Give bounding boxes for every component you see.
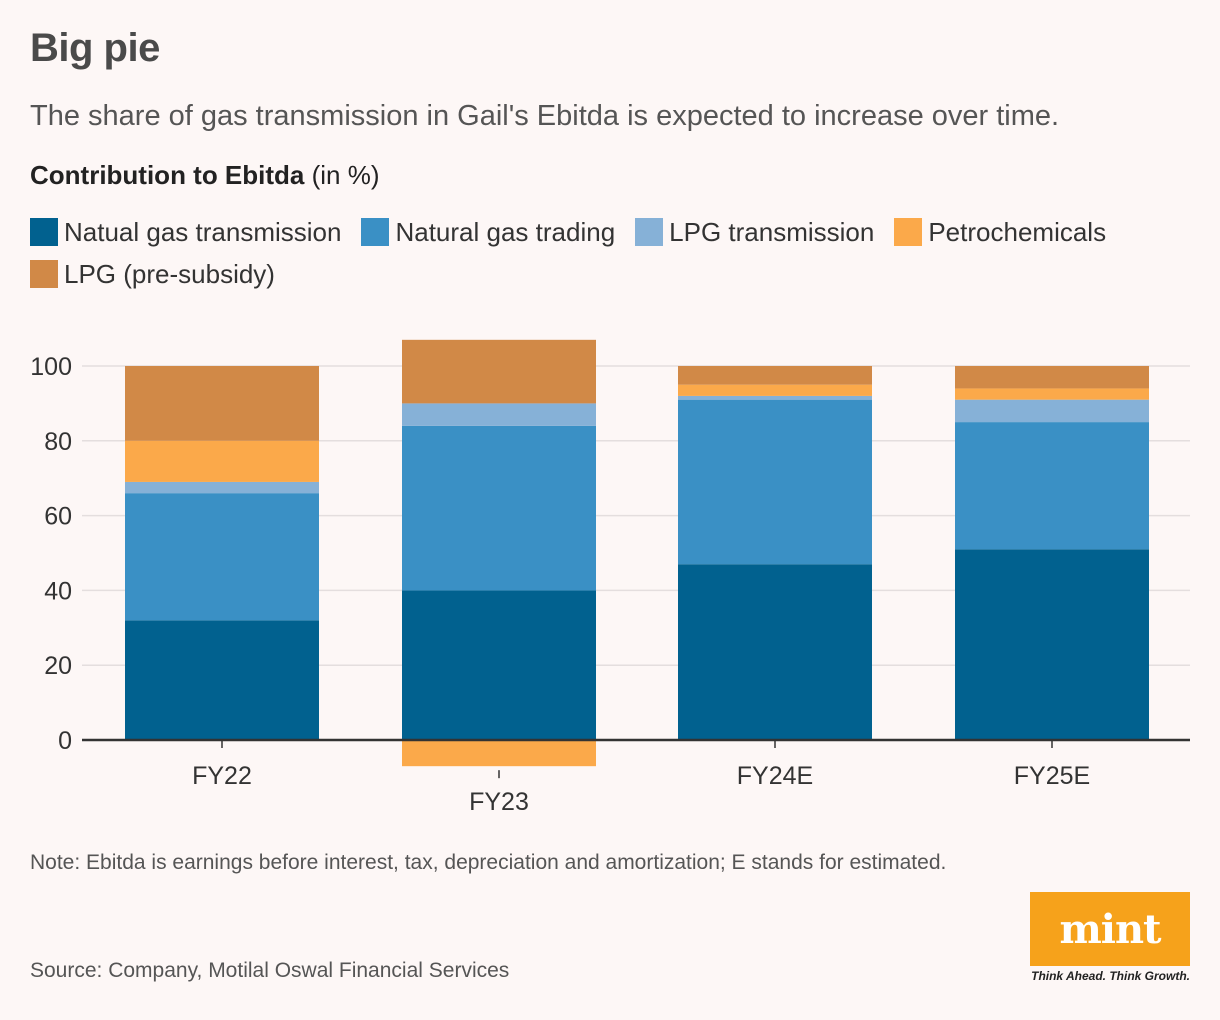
legend: Natual gas transmission Natural gas trad…: [30, 216, 1200, 290]
y-tick-label: 80: [44, 428, 72, 456]
chart-heading-unit: (in %): [311, 160, 380, 190]
chart-heading-bold: Contribution to Ebitda: [30, 160, 305, 190]
source-line: Source: Company, Motilal Oswal Financial…: [30, 959, 510, 982]
legend-label: LPG transmission: [669, 216, 875, 247]
x-tick-label: FY22: [192, 762, 252, 790]
mint-logo-text: mint: [1059, 905, 1161, 953]
legend-swatch: [30, 260, 58, 288]
bar-segment: [678, 395, 872, 400]
bar-segment: [402, 740, 596, 767]
x-tick-label: FY23: [469, 788, 529, 816]
bar-segment: [678, 384, 872, 396]
bar-segment: [678, 564, 872, 740]
legend-label: Natural gas trading: [395, 216, 616, 247]
stacked-bar-chart: 0 20 40 60 80 100 FY22 FY23 FY24E FY25E: [30, 339, 1190, 816]
legend-item: Petrochemicals: [894, 216, 1106, 248]
mint-logo: mint: [1030, 892, 1190, 966]
bar-segment: [402, 339, 596, 404]
bar-segment: [678, 399, 872, 565]
legend-label: Natual gas transmission: [64, 216, 342, 247]
bar-segment: [955, 422, 1149, 550]
y-tick-label: 100: [30, 353, 72, 381]
bar-segment: [955, 399, 1149, 423]
legend-swatch: [635, 218, 664, 246]
legend-swatch: [894, 218, 923, 246]
bar-segment: [955, 388, 1149, 400]
bar-segment: [402, 403, 596, 426]
legend-label: LPG (pre-subsidy): [64, 258, 275, 289]
bar-segment: [125, 481, 319, 494]
bar-segment: [125, 440, 319, 482]
legend-swatch: [30, 218, 58, 246]
logo-tagline: Think Ahead. Think Growth.: [1031, 969, 1190, 983]
footnote: Note: Ebitda is earnings before interest…: [30, 851, 947, 874]
legend-item: Natual gas transmission: [30, 216, 341, 248]
x-tick-label: FY24E: [737, 762, 813, 790]
chart-subtitle: The share of gas transmission in Gail's …: [30, 100, 1060, 132]
bar-segment: [955, 549, 1149, 740]
y-tick-label: 60: [44, 503, 72, 531]
bar-segment: [678, 366, 872, 385]
legend-swatch: [361, 218, 390, 246]
chart-heading: Contribution to Ebitda (in %): [30, 160, 380, 191]
bar-segment: [402, 590, 596, 740]
y-tick-label: 40: [44, 577, 72, 605]
legend-item: LPG (pre-subsidy): [30, 258, 275, 290]
bar-segment: [125, 493, 319, 621]
chart-title: Big pie: [30, 26, 160, 70]
y-tick-label: 20: [44, 652, 72, 680]
legend-label: Petrochemicals: [928, 216, 1107, 247]
legend-item: LPG transmission: [635, 216, 874, 248]
bar-segment: [125, 366, 319, 441]
bar-segment: [125, 620, 319, 740]
y-tick-label: 0: [58, 727, 72, 755]
legend-item: Natural gas trading: [361, 216, 615, 248]
bar-segment: [955, 366, 1149, 389]
x-tick-label: FY25E: [1014, 762, 1090, 790]
bar-segment: [402, 425, 596, 591]
